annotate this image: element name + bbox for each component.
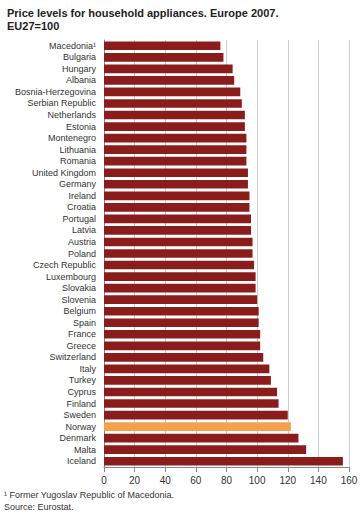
- svg-text:40: 40: [160, 475, 172, 486]
- svg-text:Turkey: Turkey: [69, 375, 97, 385]
- svg-text:Slovakia: Slovakia: [62, 283, 96, 293]
- svg-text:United Kingdom: United Kingdom: [32, 168, 96, 178]
- svg-text:Belgium: Belgium: [63, 306, 96, 316]
- svg-text:Price levels for household app: Price levels for household appliances. E…: [7, 7, 278, 19]
- svg-text:Lithuania: Lithuania: [59, 145, 96, 155]
- svg-text:120: 120: [279, 475, 296, 486]
- svg-text:80: 80: [221, 475, 233, 486]
- svg-text:Austria: Austria: [68, 237, 96, 247]
- svg-text:Cyprus: Cyprus: [67, 387, 96, 397]
- svg-text:Norway: Norway: [65, 422, 96, 432]
- svg-text:160: 160: [341, 475, 358, 486]
- svg-text:Macedonia¹: Macedonia¹: [49, 41, 96, 51]
- svg-text:Serbian Republic: Serbian Republic: [27, 98, 96, 108]
- svg-text:Estonia: Estonia: [66, 122, 96, 132]
- svg-text:Spain: Spain: [73, 318, 96, 328]
- svg-text:Malta: Malta: [74, 445, 96, 455]
- svg-text:Italy: Italy: [79, 364, 96, 374]
- svg-text:Montenegro: Montenegro: [48, 133, 96, 143]
- svg-text:Finland: Finland: [66, 399, 96, 409]
- svg-text:Sweden: Sweden: [63, 410, 96, 420]
- svg-text:Romania: Romania: [60, 156, 96, 166]
- svg-text:Bosnia-Herzegovina: Bosnia-Herzegovina: [15, 87, 96, 97]
- svg-text:Greece: Greece: [66, 341, 96, 351]
- svg-text:20: 20: [129, 475, 141, 486]
- svg-text:¹ Former Yugoslav Republic of: ¹ Former Yugoslav Republic of Macedonia.: [4, 490, 174, 500]
- svg-text:France: France: [68, 329, 96, 339]
- svg-text:140: 140: [310, 475, 327, 486]
- svg-text:Albania: Albania: [66, 75, 96, 85]
- svg-text:EU27=100: EU27=100: [7, 20, 59, 32]
- svg-text:Portugal: Portugal: [62, 214, 96, 224]
- svg-text:Slovenia: Slovenia: [61, 295, 96, 305]
- svg-text:Germany: Germany: [59, 179, 97, 189]
- svg-text:100: 100: [249, 475, 266, 486]
- svg-text:Source: Eurostat.: Source: Eurostat.: [4, 502, 74, 512]
- svg-text:Switzerland: Switzerland: [49, 352, 96, 362]
- svg-text:Croatia: Croatia: [67, 202, 96, 212]
- svg-text:Latvia: Latvia: [72, 225, 96, 235]
- svg-text:Iceland: Iceland: [67, 456, 96, 466]
- svg-text:Netherlands: Netherlands: [47, 110, 96, 120]
- svg-text:Hungary: Hungary: [62, 64, 97, 74]
- svg-text:Ireland: Ireland: [68, 191, 96, 201]
- svg-text:60: 60: [190, 475, 202, 486]
- svg-text:0: 0: [101, 475, 107, 486]
- svg-text:Luxembourg: Luxembourg: [46, 272, 96, 282]
- svg-text:Denmark: Denmark: [59, 433, 96, 443]
- svg-text:Czech Republic: Czech Republic: [33, 260, 97, 270]
- svg-text:Bulgaria: Bulgaria: [63, 52, 96, 62]
- svg-text:Poland: Poland: [68, 249, 96, 259]
